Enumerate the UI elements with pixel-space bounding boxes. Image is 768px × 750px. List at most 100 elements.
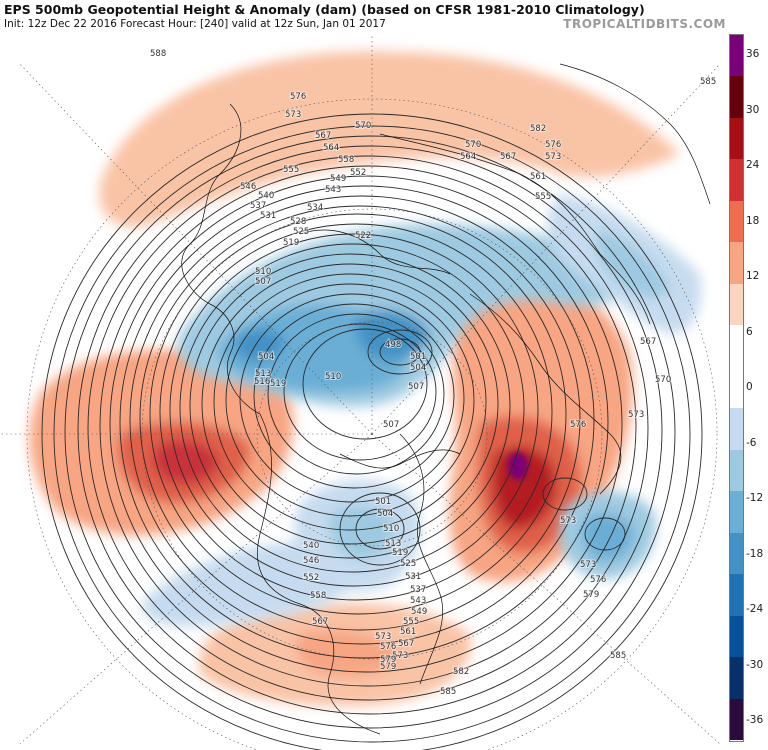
contour-label: 555: [283, 165, 299, 175]
contour-label: 582: [453, 667, 469, 677]
contour-label: 537: [250, 201, 266, 211]
colorbar-swatch: [729, 324, 743, 367]
colorbar: 36 30 24 18 12 6 0 -6 -12 -18 -24 -30 -36: [729, 34, 767, 742]
colorbar-tick-label: 12: [746, 270, 760, 282]
contour-label: 567: [312, 617, 328, 627]
contour-label: 549: [330, 174, 346, 184]
contour-label: 561: [530, 172, 546, 182]
colorbar-swatch: [729, 449, 743, 492]
contour-label: 510: [255, 267, 271, 277]
coastlines: [181, 63, 711, 735]
contour-label: 504: [258, 352, 274, 362]
colorbar-tick-label: 6: [746, 325, 753, 338]
contour-label: 522: [355, 231, 371, 241]
contour-label: 570: [465, 140, 481, 150]
contour-label: 588: [150, 49, 166, 59]
contour-label: 507: [255, 277, 271, 287]
contour-label: 573: [285, 110, 301, 120]
contour-label: 546: [303, 556, 319, 566]
colorbar-tick-label: -30: [746, 658, 764, 671]
colorbar-tick-label: 36: [746, 48, 760, 60]
contour-label: 501: [375, 497, 391, 507]
contour-label: 513: [385, 539, 401, 549]
colorbar-swatch: [729, 75, 743, 118]
contour-label: 585: [440, 687, 456, 697]
contour-label: 519: [392, 548, 408, 558]
graticule: [0, 34, 721, 750]
colorbar-tick-label: 24: [746, 159, 760, 171]
colorbar-tick-label: -18: [746, 547, 764, 560]
contour-label: 561: [400, 627, 416, 637]
contour-label: 579: [380, 655, 396, 665]
colorbar-swatch: [729, 283, 743, 326]
colorbar-tick-label: -6: [746, 436, 757, 449]
contour-label: 576: [570, 420, 586, 430]
contour-label: 579: [380, 662, 396, 672]
contour-label: 498: [385, 340, 401, 350]
colorbar-tick-label: -36: [746, 714, 764, 726]
contour-label: 540: [303, 541, 319, 551]
contour-label: 567: [640, 337, 656, 347]
contour-label: 510: [383, 524, 399, 534]
colorbar-frame: [729, 34, 744, 742]
brand-watermark: TROPICALTIDBITS.COM: [563, 17, 726, 31]
contour-label: 576: [290, 92, 306, 102]
contour-label: 558: [310, 591, 326, 601]
colorbar-swatch: [729, 656, 743, 699]
colorbar-swatch: [729, 366, 743, 409]
contour-label: 534: [307, 203, 323, 213]
contour-label: 573: [375, 632, 391, 642]
contour-label: 576: [380, 642, 396, 652]
colorbar-tick-label: 18: [746, 214, 760, 227]
contour-label: 567: [398, 639, 414, 649]
contour-label: 573: [580, 560, 596, 570]
colorbar-tick-label: -24: [746, 603, 764, 615]
contour-label: 555: [535, 192, 551, 202]
contour-label: 543: [410, 596, 426, 606]
contour-label: 564: [323, 143, 339, 153]
colorbar-swatch: [729, 241, 743, 284]
contour-label: 552: [303, 573, 319, 583]
contour-label: 555: [403, 617, 419, 627]
contour-label: 531: [260, 211, 276, 221]
contour-label: 519: [270, 379, 286, 389]
contour-label: 549: [411, 607, 427, 617]
contour-label: 543: [325, 185, 341, 195]
contour-label: 504: [410, 363, 426, 373]
colorbar-tick-label: 30: [746, 103, 760, 116]
contour-label: 576: [590, 575, 606, 585]
contour-label: 507: [408, 382, 424, 392]
contour-label: 567: [500, 152, 516, 162]
contour-label: 546: [240, 182, 256, 192]
chart-header: EPS 500mb Geopotential Height & Anomaly …: [0, 0, 768, 34]
contour-label: 504: [377, 509, 393, 519]
contour-label: 573: [628, 410, 644, 420]
contour-label: 582: [530, 124, 546, 134]
colorbar-swatch: [729, 615, 743, 658]
contour-label: 576: [545, 140, 561, 150]
contour-label: 570: [355, 121, 371, 131]
chart-subtitle: Init: 12z Dec 22 2016 Forecast Hour: [24…: [4, 18, 386, 30]
contour-label: 579: [583, 590, 599, 600]
contour-label: 540: [258, 191, 274, 201]
colorbar-swatch: [729, 158, 743, 201]
colorbar-tick-label: -12: [746, 492, 764, 504]
anomaly-shading: [29, 51, 701, 707]
contour-label: 552: [350, 168, 366, 178]
contour-label: 528: [290, 217, 306, 227]
colorbar-swatch: [729, 34, 743, 77]
contour-label: 585: [700, 77, 716, 87]
contour-label: 510: [325, 372, 341, 382]
colorbar-swatch: [729, 490, 743, 533]
colorbar-swatch: [729, 117, 743, 160]
contour-label: 537: [410, 585, 426, 595]
contour-label: 513: [255, 369, 271, 379]
contour-label: 564: [460, 152, 476, 162]
contour-label: 525: [293, 227, 309, 237]
colorbar-swatch: [729, 698, 743, 741]
colorbar-swatch: [729, 407, 743, 450]
contour-label: 501: [410, 352, 426, 362]
contour-label: 573: [392, 651, 408, 661]
